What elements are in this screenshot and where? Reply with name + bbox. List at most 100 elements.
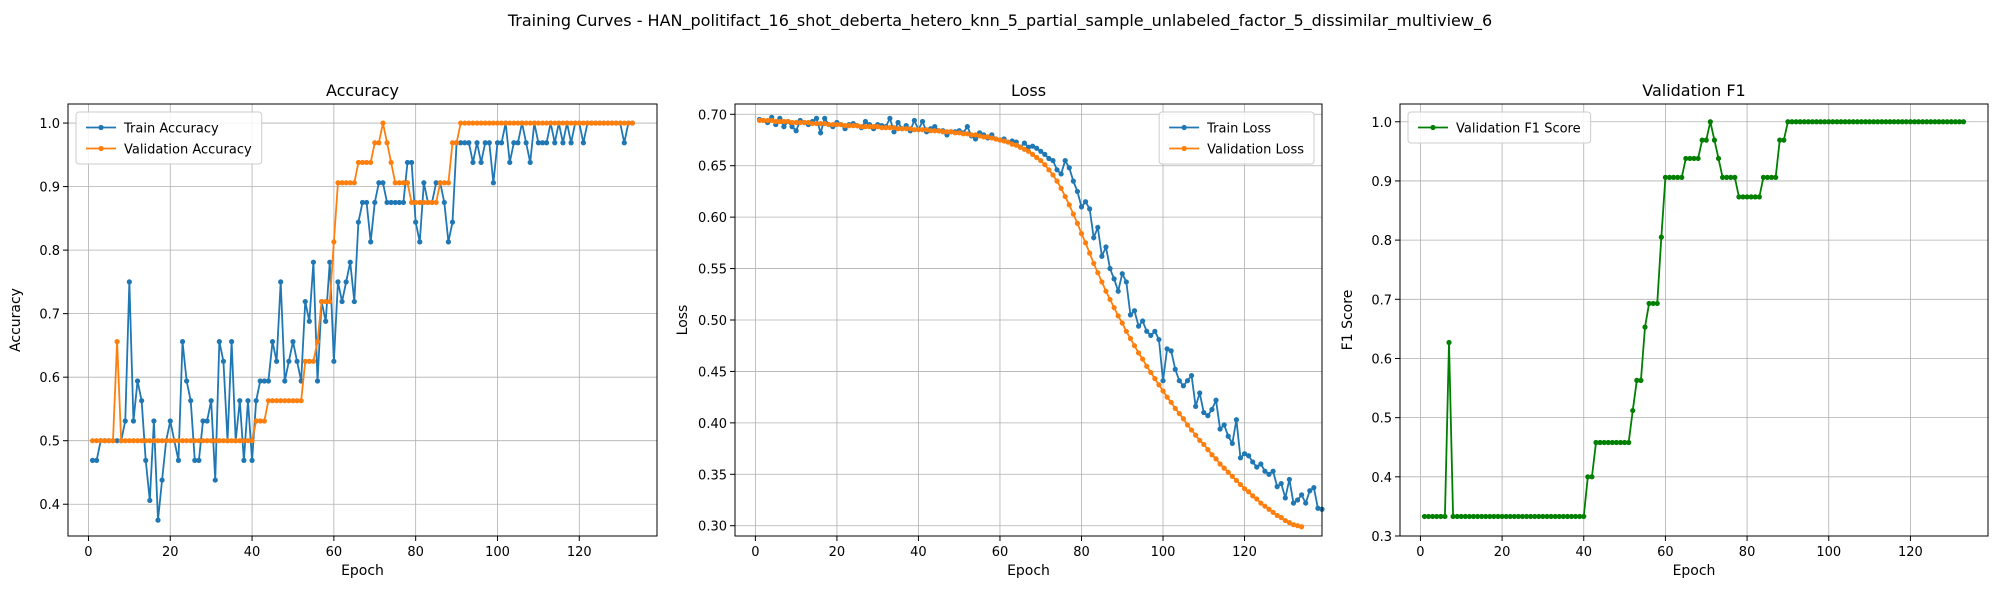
accuracy-series-2-point (613, 120, 619, 126)
loss-series-2-point (1205, 447, 1211, 453)
accuracy-series-1-point (151, 418, 157, 424)
loss-title: Loss (1011, 81, 1046, 100)
loss-series-2-point (1046, 167, 1052, 173)
accuracy-x-tick-label: 40 (244, 545, 261, 560)
f1-series-1-point (1654, 300, 1660, 307)
loss-series-2-point (936, 128, 942, 134)
loss-series-1-point (1140, 318, 1146, 324)
loss-series-1-point (1188, 372, 1195, 379)
loss-legend-label: Train Loss (1206, 122, 1271, 137)
f1-series-1-point (1728, 174, 1734, 180)
loss-series-1-point (1066, 165, 1072, 171)
accuracy-series-2-point (482, 120, 488, 126)
accuracy-series-2-point (261, 418, 267, 424)
accuracy-series-1-point (143, 457, 149, 463)
accuracy-series-2-point (417, 199, 423, 206)
loss-series-1-point (1197, 390, 1203, 396)
loss-series-2-point (1156, 382, 1162, 388)
accuracy-legend-box (75, 111, 263, 165)
f1-series-1-point (1425, 513, 1432, 520)
f1-series-1-point (1605, 439, 1611, 446)
f1-series-1-point (1483, 513, 1489, 520)
accuracy-series-1-point (196, 457, 202, 463)
loss-series-2-point (1258, 500, 1264, 506)
f1-series-1-point (1944, 119, 1950, 125)
loss-series-2-point (765, 117, 771, 124)
f1-series-1-point (1421, 513, 1428, 520)
loss-series-1-point (1180, 383, 1186, 389)
loss-series-1-point (862, 118, 869, 125)
accuracy-series-2-point (237, 438, 243, 444)
loss-series-2-point (1176, 411, 1182, 417)
f1-series-1-point (1462, 513, 1468, 520)
accuracy-series-1-point (359, 199, 366, 206)
loss-series-1-point (1262, 468, 1268, 474)
f1-x-axis-label: Epoch (1673, 563, 1716, 579)
loss-series-2-point (789, 119, 795, 126)
loss-series-2-point (1050, 172, 1056, 178)
loss-series-2-point (1119, 320, 1125, 326)
accuracy-series-1-point (498, 140, 505, 146)
loss-series-2-point (895, 126, 901, 132)
loss-series-1-point (1087, 206, 1093, 212)
accuracy-series-1-point (535, 140, 541, 146)
accuracy-series-1-point (470, 159, 476, 166)
accuracy-series-2-point (130, 438, 137, 444)
loss-series-2-point (1009, 141, 1015, 147)
loss-series-1-point (891, 129, 897, 135)
accuracy-series-1-line (92, 122, 633, 521)
loss-series-1-point (895, 119, 901, 126)
accuracy-series-2-point (548, 120, 554, 126)
accuracy-series-2-point (458, 120, 464, 126)
f1-series-1-point (1638, 377, 1644, 383)
loss-series-2-point (997, 137, 1003, 143)
accuracy-series-2-point (347, 180, 353, 186)
accuracy-series-1-point (229, 339, 235, 345)
loss-series-2-point (1172, 405, 1178, 412)
f1-series-1-point (1719, 174, 1726, 180)
accuracy-series-2-point (139, 438, 145, 444)
loss-series-2-point (809, 120, 816, 127)
accuracy-series-1-point (380, 180, 386, 186)
accuracy-series-1-point (265, 378, 272, 384)
accuracy-series-2-point (445, 180, 451, 186)
accuracy-series-2-point (114, 339, 120, 345)
accuracy-series-1-point (253, 398, 259, 404)
accuracy-series-1-point (433, 180, 439, 186)
accuracy-series-1-point (175, 457, 182, 463)
loss-series-1-point (1217, 426, 1223, 432)
accuracy-series-1-point (200, 418, 206, 424)
loss-y-tick-label: 0.50 (698, 314, 727, 329)
loss-series-2-point (797, 119, 803, 126)
accuracy-series-1-point (237, 398, 243, 404)
accuracy-series-1-point (368, 239, 374, 245)
loss-series-2-point (1148, 369, 1154, 376)
accuracy-series-2-point (175, 438, 182, 444)
loss-series-1-point (1286, 476, 1292, 483)
loss-series-2-point (1184, 422, 1191, 428)
loss-series-2-point (1197, 437, 1203, 443)
accuracy-series-2-point (355, 159, 362, 166)
accuracy-series-1-point (159, 477, 165, 483)
loss-series-2-point (1078, 231, 1085, 237)
f1-series-1-point (1789, 119, 1795, 125)
loss-series-2-point (756, 117, 763, 124)
loss-series-1-point (1282, 495, 1288, 501)
loss-series-1-point (1270, 468, 1276, 474)
loss-x-tick-label: 120 (1232, 545, 1257, 560)
accuracy-series-2-point (568, 120, 574, 126)
accuracy-series-1-point (94, 457, 100, 463)
loss-series-2-point (1005, 139, 1011, 145)
f1-series-1-point (1813, 119, 1820, 125)
loss-series-1-point (1160, 378, 1166, 384)
loss-series-2-point (1274, 512, 1280, 519)
accuracy-series-1-point (441, 199, 447, 206)
accuracy-series-2-point (380, 120, 386, 126)
accuracy-x-tick-label: 20 (162, 545, 179, 560)
loss-series-2-point (1107, 296, 1113, 303)
loss-series-2-point (1135, 350, 1142, 356)
f1-series-1-point (1495, 513, 1501, 520)
loss-series-2-point (1270, 509, 1276, 515)
f1-series-1-point (1454, 513, 1460, 520)
loss-series-1-point (1205, 413, 1211, 419)
